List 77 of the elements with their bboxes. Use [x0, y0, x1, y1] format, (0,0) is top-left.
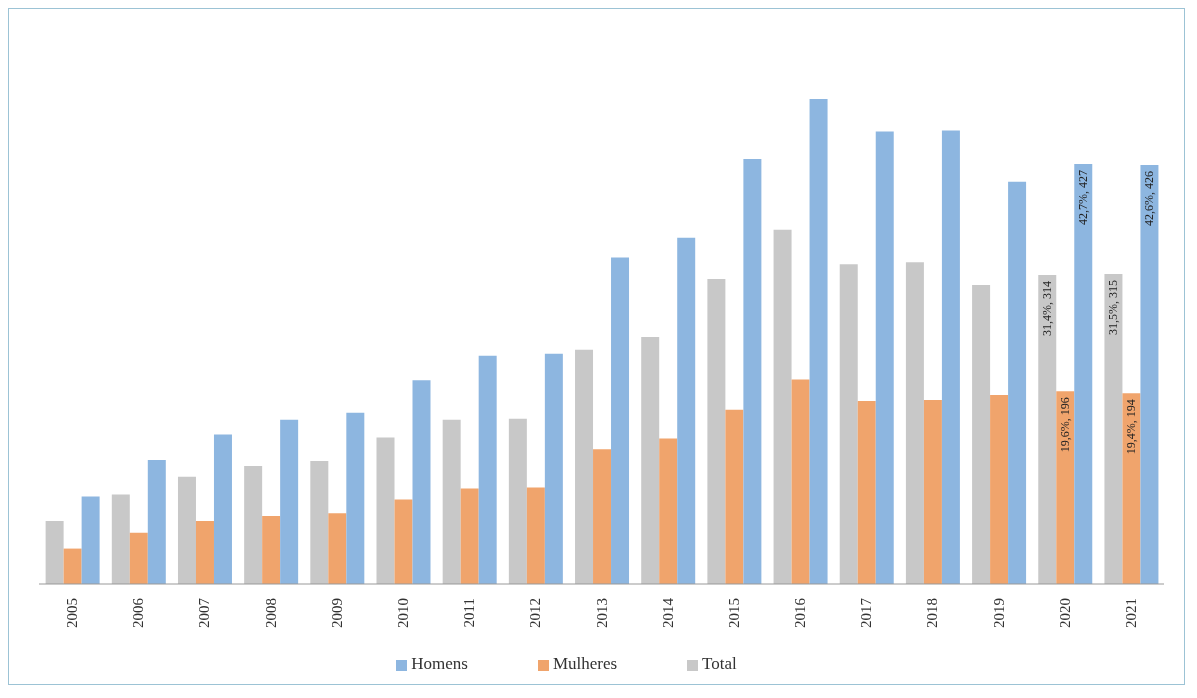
x-tick-label: 2019 [990, 598, 1007, 628]
x-tick-label: 2018 [924, 598, 941, 628]
x-tick-label: 2011 [461, 598, 478, 628]
bar [839, 264, 858, 584]
bar [641, 337, 660, 584]
legend-label: Homens [411, 654, 468, 673]
data-label: 31,4%, 314 [1040, 281, 1055, 337]
legend-label: Total [702, 654, 737, 673]
legend-label: Mulheres [552, 654, 618, 673]
bar [743, 159, 762, 584]
bar [905, 262, 924, 584]
x-tick-label: 2008 [262, 598, 279, 628]
bar [508, 418, 527, 584]
bar [677, 237, 696, 584]
bar [526, 487, 545, 584]
bar [394, 499, 413, 584]
bar [376, 437, 395, 584]
bar [875, 131, 894, 584]
bar [460, 488, 479, 584]
x-tick-label: 2012 [527, 598, 544, 628]
bar [1122, 393, 1141, 584]
bar [346, 412, 365, 584]
bar [593, 449, 612, 584]
bar [1140, 164, 1159, 584]
bar [45, 521, 64, 584]
bar [941, 130, 960, 584]
x-tick-label: 2014 [659, 597, 676, 628]
x-tick-label: 2017 [858, 597, 875, 628]
x-tick-label: 2015 [725, 598, 742, 628]
data-label: 19,4%, 194 [1124, 399, 1139, 455]
bar [442, 419, 461, 584]
bar [791, 379, 810, 584]
x-tick-label: 2005 [64, 598, 81, 628]
bar [280, 419, 299, 584]
bar [63, 548, 82, 584]
bar [659, 438, 678, 584]
bar [262, 516, 281, 584]
bar [213, 434, 232, 584]
bar [725, 409, 744, 584]
bar [1008, 181, 1027, 584]
x-tick-label: 2010 [394, 598, 411, 628]
bar [310, 461, 329, 584]
bar [1056, 391, 1075, 584]
x-tick-label: 2006 [130, 597, 147, 628]
bar [129, 532, 148, 584]
bar [990, 395, 1009, 584]
x-tick-label: 2020 [1056, 598, 1073, 628]
bar [478, 355, 497, 584]
x-tick-label: 2016 [792, 597, 809, 628]
bar [81, 496, 100, 584]
data-label: 31,5%, 315 [1106, 280, 1121, 336]
x-tick-label: 2013 [593, 598, 610, 628]
bar [1038, 275, 1057, 584]
data-label: 19,6%, 196 [1058, 397, 1073, 453]
bar [809, 99, 828, 584]
bar [773, 229, 792, 584]
bar [544, 353, 563, 584]
data-label: 42,7%, 427 [1076, 169, 1091, 225]
bar [857, 401, 876, 584]
x-tick-label: 2009 [328, 598, 345, 628]
bar [707, 279, 726, 584]
bar [1104, 274, 1123, 584]
bar [412, 380, 431, 584]
data-label: 42,6%, 426 [1142, 170, 1157, 226]
x-tick-label: 2007 [196, 597, 213, 628]
bar [923, 400, 942, 584]
bar [1074, 163, 1093, 584]
bar [244, 465, 263, 584]
bar [972, 284, 991, 584]
bar [195, 521, 214, 584]
bar [177, 476, 196, 584]
bar [575, 349, 594, 584]
bar [147, 460, 166, 584]
bar [328, 513, 347, 584]
bar [611, 257, 630, 584]
bar [111, 494, 130, 584]
x-tick-label: 2021 [1122, 598, 1139, 628]
